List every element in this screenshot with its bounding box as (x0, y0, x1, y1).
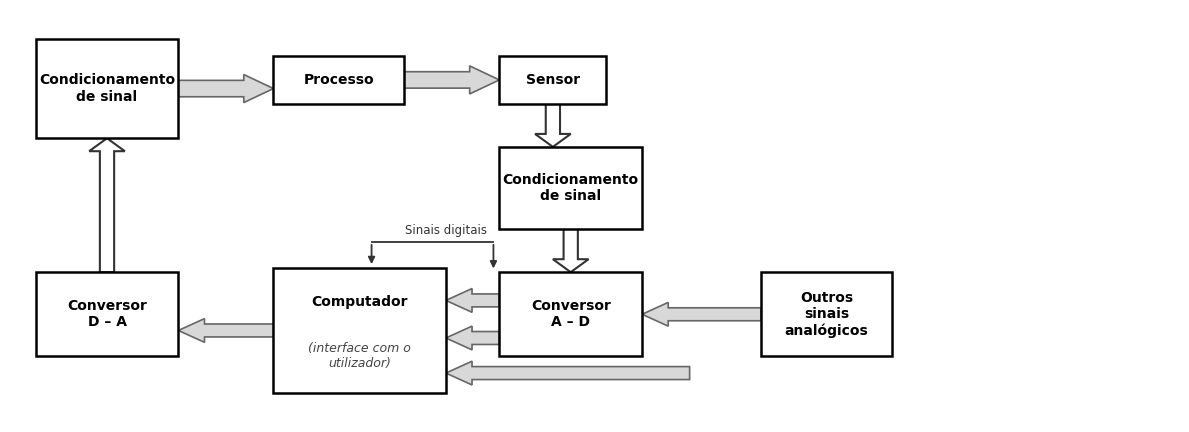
FancyBboxPatch shape (36, 39, 178, 138)
Text: Outros
sinais
analógicos: Outros sinais analógicos (785, 291, 868, 338)
Text: Sensor: Sensor (526, 73, 580, 87)
Polygon shape (178, 319, 273, 342)
Polygon shape (89, 138, 125, 272)
FancyBboxPatch shape (36, 272, 178, 356)
Polygon shape (553, 229, 589, 272)
Text: Conversor
D – A: Conversor D – A (67, 299, 147, 329)
Polygon shape (178, 74, 273, 102)
Text: Sinais digitais: Sinais digitais (405, 224, 487, 237)
Text: Conversor
A – D: Conversor A – D (530, 299, 611, 329)
FancyBboxPatch shape (273, 56, 404, 104)
FancyBboxPatch shape (499, 56, 606, 104)
FancyBboxPatch shape (499, 147, 642, 229)
Polygon shape (446, 326, 499, 350)
Text: Condicionamento
de sinal: Condicionamento de sinal (39, 73, 175, 104)
FancyBboxPatch shape (761, 272, 892, 356)
Polygon shape (535, 104, 571, 147)
Text: Condicionamento
de sinal: Condicionamento de sinal (503, 173, 638, 203)
FancyBboxPatch shape (499, 272, 642, 356)
FancyBboxPatch shape (273, 268, 446, 393)
Polygon shape (642, 302, 761, 326)
Text: Computador: Computador (312, 295, 408, 309)
Polygon shape (446, 289, 499, 312)
Text: (interface com o
utilizador): (interface com o utilizador) (308, 342, 411, 369)
Polygon shape (446, 361, 690, 385)
Polygon shape (404, 66, 499, 94)
Text: Processo: Processo (303, 73, 375, 87)
